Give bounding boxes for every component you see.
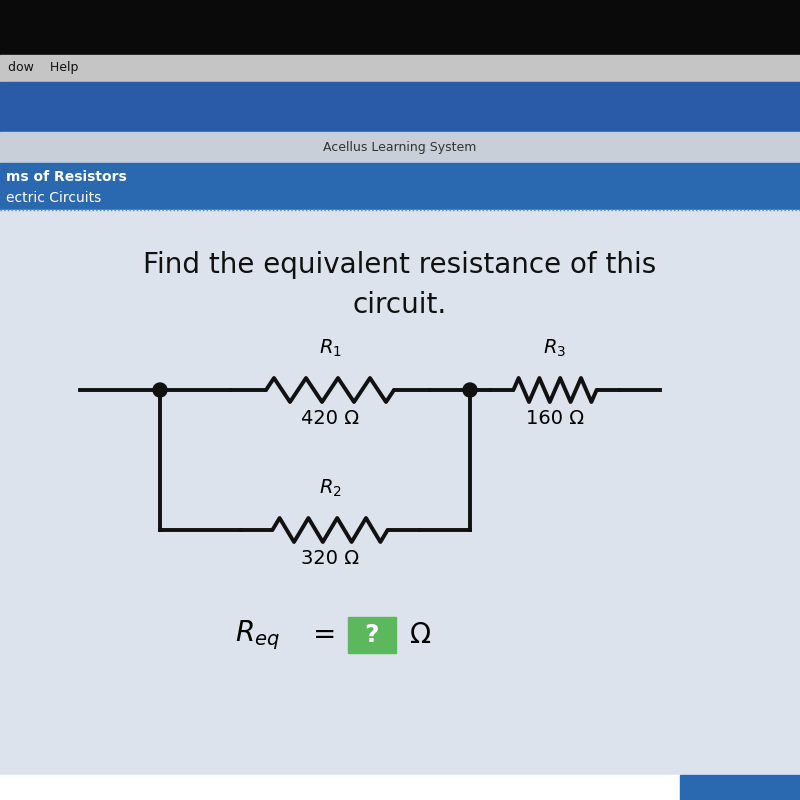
- Text: Ω: Ω: [410, 621, 431, 649]
- Bar: [0, 132, 800, 163]
- Text: $R_2$: $R_2$: [318, 478, 342, 498]
- Text: $R_1$: $R_1$: [318, 338, 342, 358]
- Text: $R_{eq}$: $R_{eq}$: [235, 618, 280, 652]
- Text: 320 Ω: 320 Ω: [301, 549, 359, 567]
- Text: ectric Circuits: ectric Circuits: [6, 191, 102, 205]
- Text: Acellus Learning System: Acellus Learning System: [323, 142, 477, 154]
- Bar: [0, 55, 800, 82]
- Circle shape: [463, 383, 477, 397]
- Text: =: =: [314, 621, 337, 649]
- Text: dow    Help: dow Help: [8, 62, 78, 74]
- Text: ms of Resistors: ms of Resistors: [6, 170, 126, 184]
- Text: ?: ?: [365, 623, 379, 647]
- Bar: [0, 210, 800, 800]
- Bar: [0, 163, 800, 210]
- Bar: [680, 775, 800, 800]
- Text: Find the equivalent resistance of this: Find the equivalent resistance of this: [143, 251, 657, 279]
- Text: $R_3$: $R_3$: [543, 338, 566, 358]
- Bar: [0, 0, 800, 55]
- Text: 160 Ω: 160 Ω: [526, 409, 584, 427]
- Circle shape: [153, 383, 167, 397]
- Bar: [348, 617, 396, 653]
- Text: circuit.: circuit.: [353, 291, 447, 319]
- Bar: [0, 82, 800, 132]
- Text: 420 Ω: 420 Ω: [301, 409, 359, 427]
- Bar: [0, 775, 800, 800]
